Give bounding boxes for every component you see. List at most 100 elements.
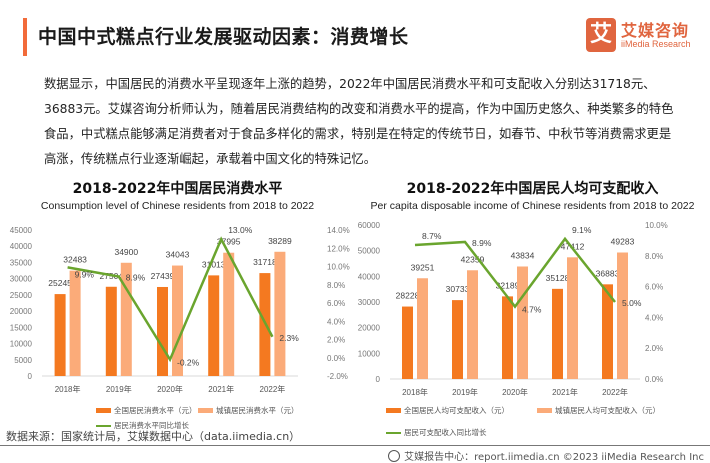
bar: [552, 288, 563, 379]
growth-value-label: 8.9%: [472, 238, 492, 248]
x-tick-label: 2022年: [602, 387, 628, 397]
y-tick-label: 45000: [10, 226, 33, 235]
chart2-income: 60000 50000 40000 30000 20000 10000 0 10.0% 8.0%…: [358, 221, 668, 397]
x-tick-label: 2018年: [55, 384, 81, 394]
bar: [402, 306, 413, 379]
growth-value-label: 4.7%: [522, 305, 542, 315]
chart2-legend-item: 全国居民人均可支配收入（元）: [386, 405, 509, 416]
y2-tick-label: 0.0%: [645, 375, 663, 384]
chart2-subtitle: Per capita disposable income of Chinese …: [370, 200, 695, 212]
bar: [617, 252, 628, 379]
y2-tick-label: 14.0%: [327, 226, 350, 235]
chart1-subtitle: Consumption level of Chinese residents f…: [40, 200, 315, 212]
bar: [467, 270, 478, 379]
y-tick-label: 50000: [358, 247, 381, 256]
x-tick-label: 2020年: [157, 384, 183, 394]
x-tick-label: 2022年: [260, 384, 286, 394]
y-tick-label: 5000: [14, 356, 32, 365]
bar-value-label: 42359: [461, 254, 485, 264]
chart1-legend-item: 居民消费水平同比增长: [96, 420, 189, 431]
footer-text: 艾媒报告中心：report.iimedia.cn ©2023 iiMedia R…: [404, 452, 704, 463]
legend-label: 城镇居民消费水平（元）: [216, 406, 299, 415]
chart2-legend-item: 居民可支配收入同比增长: [386, 427, 487, 438]
y-tick-label: 40000: [10, 242, 33, 251]
bar-value-label: 25245: [48, 278, 72, 288]
chart2-legend-item: 城镇居民人均可支配收入（元）: [537, 405, 660, 416]
bar: [452, 300, 463, 379]
intro-paragraph: 数据显示，中国居民的消费水平呈现逐年上涨的趋势，2022年中国居民消费水平和可支…: [44, 77, 674, 166]
y-tick-label: 10000: [10, 340, 33, 349]
y-tick-label: 30000: [10, 275, 33, 284]
y2-tick-label: -2.0%: [327, 372, 348, 381]
y2-tick-label: 4.0%: [327, 317, 345, 326]
y2-tick-label: 6.0%: [645, 283, 663, 292]
globe-icon: [388, 449, 401, 462]
bar-value-label: 30733: [446, 284, 470, 294]
growth-value-label: 8.9%: [126, 273, 146, 283]
y2-tick-label: 10.0%: [327, 263, 350, 272]
y-tick-label: 20000: [358, 324, 381, 333]
y-tick-label: 60000: [358, 221, 381, 230]
bar: [157, 286, 168, 376]
bar-value-label: 27439: [151, 271, 175, 281]
legend-label: 全国居民消费水平（元）: [114, 406, 197, 415]
legend-swatch: [198, 408, 213, 413]
growth-value-label: 8.7%: [422, 231, 442, 241]
bar-value-label: 32483: [63, 255, 87, 265]
y-tick-label: 20000: [10, 307, 33, 316]
bar-value-label: 39251: [411, 262, 435, 272]
growth-value-label: 9.1%: [572, 225, 592, 235]
y-tick-label: 0: [28, 372, 33, 381]
bar-value-label: 43834: [511, 250, 535, 260]
chart1-legend-item: 全国居民消费水平（元）: [96, 405, 197, 416]
x-tick-label: 2020年: [502, 387, 528, 397]
growth-value-label: 13.0%: [228, 225, 253, 235]
title-accent-bar: [23, 18, 27, 56]
y2-tick-label: 4.0%: [645, 313, 663, 322]
bar: [120, 262, 132, 376]
logo-name-en: iiMedia Research: [621, 39, 691, 49]
y-tick-label: 35000: [10, 258, 33, 267]
bar-value-label: 34900: [114, 247, 138, 257]
footer-divider: [0, 445, 710, 446]
x-tick-label: 2021年: [552, 387, 578, 397]
y-tick-label: 0: [376, 375, 381, 384]
bar: [417, 278, 428, 379]
x-tick-label: 2021年: [208, 384, 234, 394]
growth-value-label: 5.0%: [622, 298, 642, 308]
page-title: 中国中式糕点行业发展驱动因素：消费增长: [38, 26, 409, 48]
bar: [567, 257, 578, 379]
legend-line: [96, 424, 111, 427]
bar: [54, 294, 66, 376]
y-tick-label: 25000: [10, 291, 33, 300]
legend-label: 全国居民人均可支配收入（元）: [404, 406, 509, 415]
bar: [172, 265, 183, 376]
chart1-legend-item: 城镇居民消费水平（元）: [198, 405, 299, 416]
bar-value-label: 34043: [166, 250, 190, 260]
x-tick-label: 2018年: [402, 387, 428, 397]
growth-value-label: -0.2%: [177, 358, 200, 368]
y2-tick-label: 8.0%: [645, 252, 663, 261]
bar: [223, 252, 235, 376]
x-tick-label: 2019年: [106, 384, 132, 394]
bar-value-label: 31718: [253, 257, 277, 267]
bar-value-label: 37995: [217, 237, 241, 247]
brand-logo: 艾 艾媒咨询 iiMedia Research: [586, 18, 706, 54]
bar: [208, 275, 220, 376]
growth-line: [414, 236, 616, 309]
growth-value-label: 2.3%: [279, 333, 299, 343]
bar-value-label: 49283: [611, 237, 635, 247]
legend-line: [386, 431, 401, 434]
bar: [517, 266, 528, 379]
bar-value-label: 35128: [546, 273, 570, 283]
legend-swatch: [537, 408, 552, 413]
y2-tick-label: 8.0%: [327, 281, 345, 290]
legend-label: 城镇居民人均可支配收入（元）: [555, 406, 660, 415]
chart1-consumption: 45000 40000 35000 30000 25000 20000 15000 10000…: [10, 225, 350, 394]
chart1-title: 2018-2022年中国居民消费水平: [72, 181, 283, 197]
legend-swatch: [96, 408, 111, 413]
logo-name-cn: 艾媒咨询: [621, 21, 690, 40]
bar-value-label: 28228: [396, 291, 420, 301]
bar: [274, 251, 286, 376]
legend-label: 居民可支配收入同比增长: [404, 428, 487, 437]
